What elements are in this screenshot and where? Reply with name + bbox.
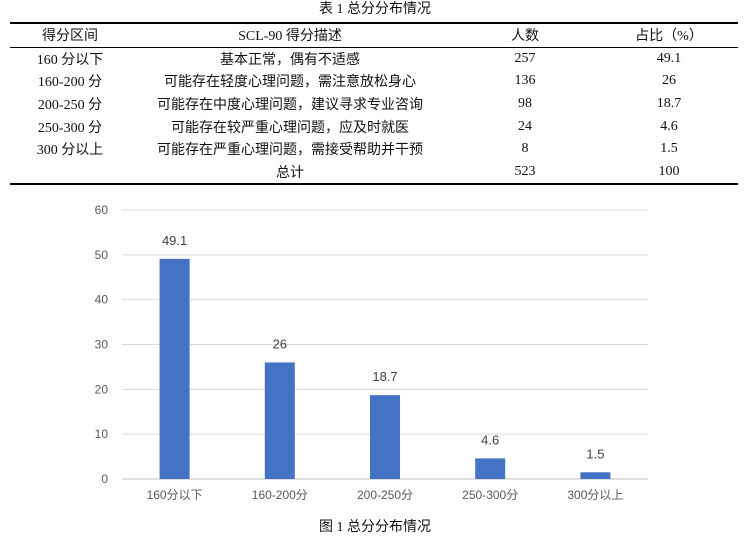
cell-range: 300 分以上 <box>36 143 104 159</box>
table-row: 200-250 分 可能存在中度心理问题，建议寻求专业咨询 98 18.7 <box>10 93 738 116</box>
table-total-row: 总计 523 100 <box>10 161 738 185</box>
y-tick-label: 40 <box>95 293 109 307</box>
x-tick-label: 200-250分 <box>357 488 413 502</box>
y-tick-label: 20 <box>95 382 109 396</box>
header-description: SCL-90 得分描述 <box>130 23 450 48</box>
table-row: 160 分以下 基本正常，偶有不适感 257 49.1 <box>10 47 738 70</box>
bar-chart: 0 10 20 30 40 50 60 49.1 160分以下 26 160-200分 18.7 200… <box>60 196 680 516</box>
cell-percent: 4.6 <box>660 118 678 134</box>
cell-percent: 26 <box>662 73 676 89</box>
y-tick-label: 60 <box>95 203 109 217</box>
cell-count: 257 <box>514 50 536 66</box>
cell-percent: 1.5 <box>660 141 678 157</box>
table-header-row: 得分区间 SCL-90 得分描述 人数 占比（%） <box>10 23 738 48</box>
x-tick-label: 250-300分 <box>462 488 518 502</box>
cell-total-percent: 100 <box>658 163 680 179</box>
y-tick-label: 0 <box>101 472 108 486</box>
cell-description: 基本正常，偶有不适感 <box>220 52 360 68</box>
cell-count: 24 <box>518 118 532 134</box>
bar <box>264 362 295 479</box>
data-label: 18.7 <box>372 369 397 384</box>
cell-count: 8 <box>521 141 529 157</box>
cell-percent: 49.1 <box>656 50 682 66</box>
y-tick-label: 30 <box>95 338 109 352</box>
cell-range: 200-250 分 <box>37 98 103 114</box>
bar <box>159 258 190 479</box>
data-label: 26 <box>273 336 287 351</box>
header-percent: 占比（%） <box>600 23 738 48</box>
header-count: 人数 <box>450 23 600 48</box>
cell-description: 可能存在严重心理问题，需接受帮助并干预 <box>157 143 423 159</box>
x-tick-label: 160分以下 <box>147 488 203 502</box>
cell-total-count: 523 <box>514 163 536 179</box>
x-tick-label: 300分以上 <box>567 488 623 502</box>
cell-count: 98 <box>518 96 532 112</box>
score-distribution-table: 得分区间 SCL-90 得分描述 人数 占比（%） 160 分以下 基本正常，偶… <box>10 22 738 186</box>
cell-description: 可能存在中度心理问题，建议寻求专业咨询 <box>157 98 423 114</box>
table-row: 160-200 分 可能存在轻度心理问题，需注意放松身心 136 26 <box>10 70 738 93</box>
bar <box>370 395 400 479</box>
cell-percent: 18.7 <box>656 96 682 112</box>
table-row: 300 分以上 可能存在严重心理问题，需接受帮助并干预 8 1.5 <box>10 138 738 161</box>
figure-caption: 图 1 总分分布情况 <box>319 520 431 535</box>
y-tick-label: 10 <box>95 427 109 441</box>
bar <box>580 472 611 479</box>
bar <box>475 458 506 479</box>
x-tick-label: 160-200分 <box>252 488 308 502</box>
table-caption: 表 1 总分分布情况 <box>319 2 431 17</box>
header-score-range: 得分区间 <box>10 23 130 48</box>
cell-range: 160 分以下 <box>36 52 104 68</box>
cell-description: 可能存在轻度心理问题，需注意放松身心 <box>164 75 416 91</box>
data-label: 1.5 <box>586 446 604 461</box>
cell-range: 250-300 分 <box>37 120 103 136</box>
bar-chart-svg: 0 10 20 30 40 50 60 49.1 160分以下 26 160-200分 18.7 200… <box>95 203 648 502</box>
cell-count: 136 <box>514 73 536 89</box>
cell-total-empty <box>10 161 130 185</box>
cell-range: 160-200 分 <box>37 75 103 91</box>
table-row: 250-300 分 可能存在较严重心理问题，应及时就医 24 4.6 <box>10 115 738 138</box>
data-label: 49.1 <box>162 233 187 248</box>
cell-description: 可能存在较严重心理问题，应及时就医 <box>171 120 409 136</box>
y-tick-label: 50 <box>95 248 109 262</box>
cell-total-label: 总计 <box>276 165 304 181</box>
data-label: 4.6 <box>481 432 499 447</box>
